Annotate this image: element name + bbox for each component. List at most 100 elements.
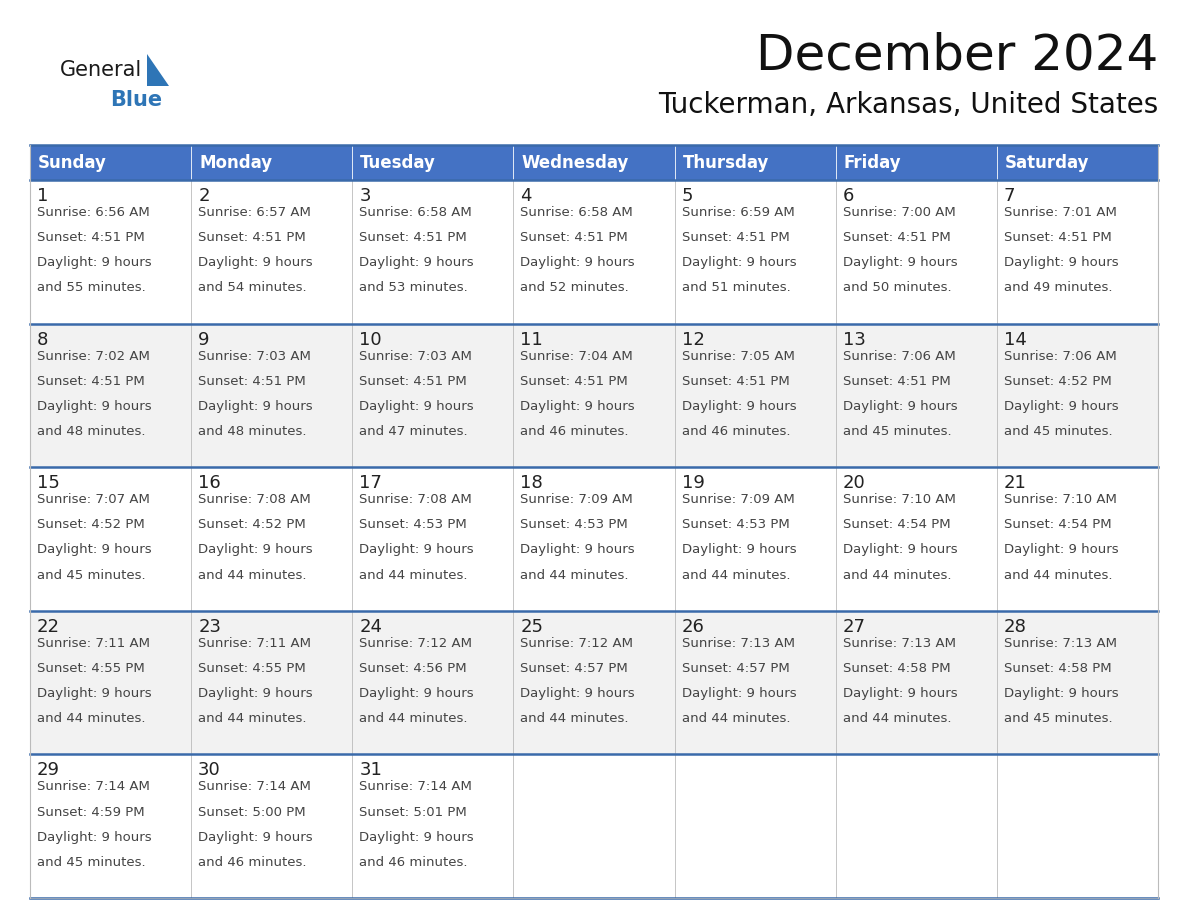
Bar [191,610,353,755]
Text: Sunset: 4:53 PM: Sunset: 4:53 PM [359,519,467,532]
Text: Sunrise: 7:08 AM: Sunrise: 7:08 AM [359,493,472,506]
Text: and 44 minutes.: and 44 minutes. [37,712,145,725]
Text: Sunrise: 7:03 AM: Sunrise: 7:03 AM [198,350,311,363]
Text: Sunset: 4:51 PM: Sunset: 4:51 PM [842,375,950,387]
Text: Sunrise: 6:59 AM: Sunrise: 6:59 AM [682,206,795,219]
Text: Daylight: 9 hours: Daylight: 9 hours [37,831,152,844]
Text: 27: 27 [842,618,866,636]
Text: 3: 3 [359,187,371,205]
Text: Daylight: 9 hours: Daylight: 9 hours [198,831,312,844]
Bar [997,755,1158,898]
Text: 17: 17 [359,475,383,492]
Text: Sunrise: 7:14 AM: Sunrise: 7:14 AM [198,780,311,793]
Text: Sunset: 5:00 PM: Sunset: 5:00 PM [198,805,305,819]
Text: Daylight: 9 hours: Daylight: 9 hours [198,400,312,413]
Text: Daylight: 9 hours: Daylight: 9 hours [359,400,474,413]
Bar [191,324,353,467]
Text: 21: 21 [1004,475,1026,492]
Text: Daylight: 9 hours: Daylight: 9 hours [37,400,152,413]
Bar [675,467,835,610]
Bar [353,610,513,755]
Text: Sunset: 4:52 PM: Sunset: 4:52 PM [37,519,145,532]
Text: Sunset: 4:51 PM: Sunset: 4:51 PM [37,375,145,387]
Text: Sunset: 4:52 PM: Sunset: 4:52 PM [1004,375,1112,387]
Text: and 44 minutes.: and 44 minutes. [198,712,307,725]
Text: Blue: Blue [110,90,162,110]
Bar [191,145,353,180]
Text: 25: 25 [520,618,543,636]
Bar [30,610,191,755]
Text: 26: 26 [682,618,704,636]
Text: Sunrise: 7:13 AM: Sunrise: 7:13 AM [682,637,795,650]
Text: Daylight: 9 hours: Daylight: 9 hours [37,543,152,556]
Bar [30,145,191,180]
Text: Daylight: 9 hours: Daylight: 9 hours [682,543,796,556]
Text: Friday: Friday [843,153,902,172]
Text: and 44 minutes.: and 44 minutes. [520,568,628,582]
Text: 8: 8 [37,330,49,349]
Text: Sunrise: 7:04 AM: Sunrise: 7:04 AM [520,350,633,363]
Text: Sunset: 4:51 PM: Sunset: 4:51 PM [37,231,145,244]
Text: Sunrise: 7:01 AM: Sunrise: 7:01 AM [1004,206,1117,219]
Bar [30,755,191,898]
Text: Daylight: 9 hours: Daylight: 9 hours [682,687,796,700]
Bar [353,755,513,898]
Text: 2: 2 [198,187,209,205]
Text: Sunrise: 7:10 AM: Sunrise: 7:10 AM [842,493,955,506]
Text: 28: 28 [1004,618,1026,636]
Bar [997,467,1158,610]
Polygon shape [147,54,169,86]
Text: Sunrise: 7:06 AM: Sunrise: 7:06 AM [1004,350,1117,363]
Text: Sunrise: 6:58 AM: Sunrise: 6:58 AM [359,206,472,219]
Text: 20: 20 [842,475,866,492]
Text: and 45 minutes.: and 45 minutes. [37,568,146,582]
Bar [513,755,675,898]
Text: and 44 minutes.: and 44 minutes. [359,712,468,725]
Text: Sunset: 4:51 PM: Sunset: 4:51 PM [520,375,628,387]
Bar [353,145,513,180]
Text: December 2024: December 2024 [756,31,1158,79]
Text: Sunrise: 6:58 AM: Sunrise: 6:58 AM [520,206,633,219]
Text: and 48 minutes.: and 48 minutes. [37,425,145,438]
Text: Sunset: 4:58 PM: Sunset: 4:58 PM [1004,662,1112,675]
Text: Sunset: 4:57 PM: Sunset: 4:57 PM [682,662,789,675]
Bar [675,755,835,898]
Text: Sunset: 4:51 PM: Sunset: 4:51 PM [682,375,789,387]
Text: 9: 9 [198,330,209,349]
Text: Thursday: Thursday [683,153,769,172]
Text: Sunset: 4:51 PM: Sunset: 4:51 PM [198,375,305,387]
Bar [191,180,353,324]
Text: Monday: Monday [200,153,272,172]
Text: Daylight: 9 hours: Daylight: 9 hours [359,687,474,700]
Text: Daylight: 9 hours: Daylight: 9 hours [682,400,796,413]
Bar [675,610,835,755]
Bar [513,145,675,180]
Bar [835,610,997,755]
Text: Wednesday: Wednesday [522,153,628,172]
Text: Sunrise: 7:05 AM: Sunrise: 7:05 AM [682,350,795,363]
Text: Sunrise: 7:09 AM: Sunrise: 7:09 AM [682,493,795,506]
Text: Sunset: 4:55 PM: Sunset: 4:55 PM [37,662,145,675]
Bar [997,145,1158,180]
Text: Daylight: 9 hours: Daylight: 9 hours [842,687,958,700]
Text: Sunrise: 7:07 AM: Sunrise: 7:07 AM [37,493,150,506]
Text: and 46 minutes.: and 46 minutes. [520,425,628,438]
Text: Sunset: 4:52 PM: Sunset: 4:52 PM [198,519,305,532]
Text: and 44 minutes.: and 44 minutes. [842,568,952,582]
Text: 14: 14 [1004,330,1026,349]
Text: and 54 minutes.: and 54 minutes. [198,282,307,295]
Text: Sunset: 4:55 PM: Sunset: 4:55 PM [198,662,305,675]
Text: Sunrise: 7:13 AM: Sunrise: 7:13 AM [1004,637,1117,650]
Bar [675,324,835,467]
Bar [30,180,191,324]
Text: Daylight: 9 hours: Daylight: 9 hours [842,400,958,413]
Text: and 53 minutes.: and 53 minutes. [359,282,468,295]
Text: Daylight: 9 hours: Daylight: 9 hours [842,256,958,269]
Text: 5: 5 [682,187,693,205]
Bar [513,324,675,467]
Text: 15: 15 [37,475,59,492]
Bar [835,324,997,467]
Text: 11: 11 [520,330,543,349]
Text: 1: 1 [37,187,49,205]
Text: and 44 minutes.: and 44 minutes. [682,712,790,725]
